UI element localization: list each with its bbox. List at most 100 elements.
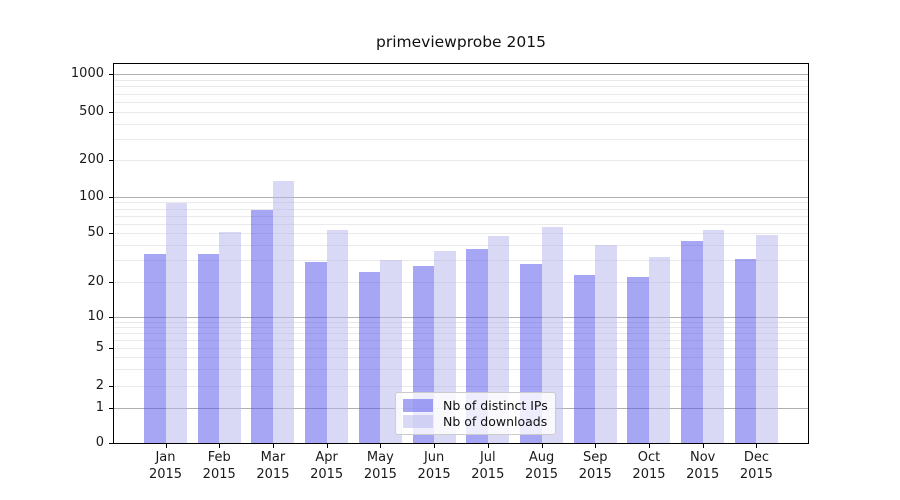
downloads-bar-feb [219,231,241,443]
x-tick-label: May 2015 [363,450,397,482]
legend-swatch [403,398,433,412]
x-axis-tick [272,444,274,448]
gridline-minor [113,244,809,246]
gridline-minor [113,93,809,95]
y-axis-tick [109,408,113,409]
axis-spine-bottom [113,443,809,444]
ips-bar-mar [251,209,273,443]
x-tick-label: Oct 2015 [632,450,666,482]
gridline-minor [113,123,809,125]
legend-label: Nb of distinct IPs [443,397,548,413]
legend: Nb of distinct IPs Nb of downloads [395,392,556,435]
y-tick-label: 1 [95,400,104,415]
chart-title: primeviewprobe 2015 [376,33,546,51]
x-tick-label: Dec 2015 [739,450,773,482]
axis-spine-left [113,63,114,444]
downloads-bar-oct [648,256,671,443]
x-tick-label: Nov 2015 [686,450,720,482]
y-tick-label: 5 [95,340,104,355]
downloads-bar-jan [165,203,187,443]
ips-bar-oct [627,276,649,443]
downloads-bar-jul [487,236,510,443]
axis-spine-right [808,63,809,444]
gridline-major [113,197,809,198]
y-axis-tick [109,112,113,113]
axis-spine-top [113,63,809,64]
gridline-major [113,74,809,75]
gridline-major [113,317,809,318]
gridline-minor [113,386,809,387]
legend-item: Nb of downloads [403,414,548,431]
legend-item: Nb of distinct IPs [403,397,548,414]
gridline-minor [113,339,809,341]
y-tick-label: 100 [79,189,104,204]
ips-bar-sep [573,274,596,443]
downloads-bar-mar [272,180,295,443]
gridline-minor [113,282,809,283]
gridline-minor [113,215,809,217]
y-axis-tick [109,160,113,161]
downloads-bar-aug [541,227,564,443]
y-axis-tick [109,386,113,387]
downloads-bar-apr [326,229,349,443]
x-tick-label: Jul 2015 [471,450,505,482]
x-tick-label: Feb 2015 [202,450,236,482]
y-tick-label: 1000 [70,66,104,81]
y-tick-label: 500 [79,104,104,119]
y-axis-tick [109,443,113,444]
ips-bar-dec [734,258,757,443]
x-axis-tick [487,444,489,448]
gridline-minor [113,86,809,88]
gridline-minor [113,223,809,225]
y-tick-label: 50 [87,225,104,240]
ips-bar-nov [681,241,703,443]
gridline-minor [113,332,809,334]
x-axis-tick [326,444,328,448]
y-axis-tick [109,74,113,75]
x-tick-label: Jun 2015 [417,450,451,482]
gridline-minor [113,138,809,140]
legend-label: Nb of downloads [443,414,548,430]
gridline-minor [113,79,809,81]
gridline-minor [113,208,809,210]
downloads-bar-sep [595,244,617,443]
x-tick-label: Mar 2015 [256,450,290,482]
x-axis-tick [541,444,543,448]
ips-bar-may [358,272,381,443]
y-axis-tick [109,233,113,234]
x-tick-label: Sep 2015 [578,450,612,482]
x-tick-label: Aug 2015 [524,450,559,482]
y-tick-label: 2 [95,378,104,393]
x-axis-tick [380,444,382,448]
y-axis-tick [109,348,113,349]
gridline-minor [113,112,809,113]
legend-swatch [403,415,433,429]
x-axis-tick [219,444,221,448]
y-tick-label: 200 [79,152,104,167]
y-axis-tick [109,197,113,198]
x-axis-tick [702,444,704,448]
gridline-minor [113,357,809,359]
x-axis-tick [648,444,650,448]
ips-bar-jan [144,253,166,443]
ips-bar-feb [197,253,220,443]
x-tick-label: Jan 2015 [148,450,183,482]
downloads-bar-dec [756,235,778,443]
gridline-minor [113,260,809,262]
y-tick-label: 0 [95,435,104,450]
gridline-minor [113,233,809,234]
downloads-bar-nov [702,229,725,443]
y-axis-tick [109,282,113,283]
gridline-minor [113,369,809,371]
x-tick-label: Apr 2015 [310,450,344,482]
plot-area: Nb of distinct IPs Nb of downloads [113,63,809,444]
x-axis-tick [756,444,758,448]
gridline-minor [113,326,809,328]
gridline-minor [113,321,809,323]
x-axis-tick [434,444,436,448]
x-axis-tick [165,444,167,448]
y-tick-label: 10 [87,309,104,324]
y-tick-label: 20 [87,274,104,289]
gridline-minor [113,202,809,204]
